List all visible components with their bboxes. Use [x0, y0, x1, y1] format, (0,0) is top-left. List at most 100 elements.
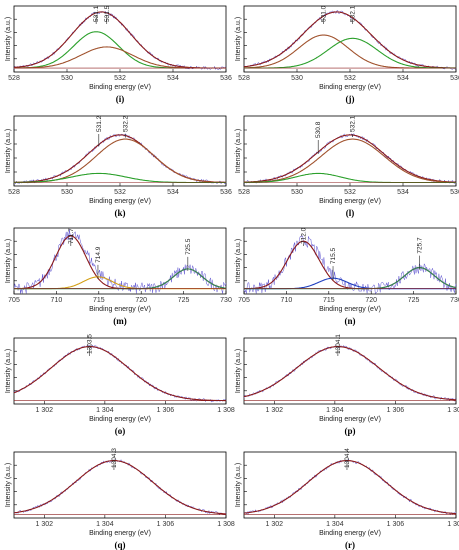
y-axis-label: Intensity (a.u.)	[235, 239, 242, 283]
panel-label: (i)	[116, 94, 125, 104]
x-tick-label: 1 302	[36, 521, 54, 528]
x-tick-label: 1 302	[266, 521, 284, 528]
x-axis-label: Binding energy (eV)	[319, 306, 381, 313]
panel-label: (r)	[345, 540, 355, 550]
x-tick-label: 528	[238, 75, 250, 82]
peak-label: 532.1	[350, 115, 357, 132]
plot-frame	[13, 337, 227, 405]
y-axis-label: Intensity (a.u.)	[5, 349, 12, 393]
x-tick-label: 1 304	[96, 407, 114, 414]
panel-r: 1 302 1 304 1 306 1 308 Binding energy (eV) I…	[235, 448, 459, 550]
envelope-fit-line	[243, 346, 456, 401]
panel-j: 528 530 532 534 536 Binding energy (eV) Intens…	[235, 5, 459, 104]
peak-label: 725.7	[417, 237, 424, 254]
panel-label: (m)	[113, 316, 127, 326]
x-axis-label: Binding energy (eV)	[319, 416, 381, 423]
x-tick-label: 530	[61, 75, 73, 82]
envelope-fit-line	[13, 346, 226, 402]
x-tick-label: 532	[344, 189, 356, 196]
x-tick-label: 1 304	[326, 407, 344, 414]
peak-label: 1304.3	[111, 448, 118, 468]
x-tick-label: 534	[167, 75, 179, 82]
peak-label: 531.2	[96, 115, 103, 132]
peak-label: 531.5	[104, 5, 111, 22]
peak-label: 530.8	[315, 121, 322, 138]
x-axis-label: Binding energy (eV)	[89, 530, 151, 537]
x-tick-label: 1 304	[96, 521, 114, 528]
y-axis-label: Intensity (a.u.)	[235, 17, 242, 61]
panel-n: 705 710 715 720 725 730 Binding energy (eV) Int…	[235, 227, 459, 326]
x-tick-label: 705	[8, 297, 20, 304]
panel-q: 1 302 1 304 1 306 1 308 Binding energy (eV) I…	[5, 448, 235, 550]
x-tick-label: 1 308	[447, 407, 459, 414]
x-tick-label: 536	[450, 189, 459, 196]
x-tick-label: 705	[238, 297, 250, 304]
component-peak-line	[244, 138, 456, 183]
peak-label: 1304.4	[344, 448, 351, 468]
raw-spectrum	[243, 344, 457, 402]
raw-spectrum	[243, 235, 457, 294]
panel-label: (o)	[115, 426, 126, 436]
plot-frame	[243, 337, 457, 405]
x-tick-label: 530	[61, 189, 73, 196]
x-tick-label: 1 308	[217, 521, 235, 528]
x-axis-label: Binding energy (eV)	[89, 198, 151, 205]
y-axis-label: Intensity (a.u.)	[5, 239, 12, 283]
x-tick-label: 534	[397, 75, 409, 82]
x-tick-label: 536	[220, 189, 232, 196]
x-tick-label: 1 306	[387, 521, 405, 528]
component-peak-line	[244, 34, 456, 69]
x-axis-label: Binding energy (eV)	[319, 198, 381, 205]
panel-m: 705 710 715 720 725 730 Binding energy (eV) Int…	[5, 227, 232, 326]
envelope-fit-line	[243, 134, 457, 183]
x-tick-label: 715	[323, 297, 335, 304]
peak-label: 531.0	[321, 5, 328, 22]
x-axis-label: Binding energy (eV)	[319, 530, 381, 537]
peak-label: 1304.1	[335, 334, 342, 354]
plot-frame	[13, 451, 227, 519]
envelope-fit-line	[13, 460, 227, 515]
raw-spectrum	[243, 133, 457, 185]
x-tick-label: 1 306	[157, 407, 175, 414]
x-axis-label: Binding energy (eV)	[319, 84, 381, 91]
peak-label: 532.2	[122, 115, 129, 132]
x-tick-label: 1 306	[157, 521, 175, 528]
panel-k: 528 530 532 534 536 Binding energy (eV) Intens…	[5, 115, 232, 218]
x-tick-label: 725	[408, 297, 420, 304]
y-axis-label: Intensity (a.u.)	[235, 349, 242, 393]
plot-frame	[243, 451, 457, 519]
x-tick-label: 1 304	[326, 521, 344, 528]
x-tick-label: 536	[450, 75, 459, 82]
x-tick-label: 532	[344, 75, 356, 82]
plot-frame	[13, 5, 227, 73]
x-tick-label: 1 308	[447, 521, 459, 528]
raw-spectrum	[13, 10, 227, 70]
plot-frame	[243, 227, 457, 295]
y-axis-label: Intensity (a.u.)	[5, 17, 12, 61]
peak-label: 714.9	[95, 246, 102, 263]
peak-label: 531.1	[93, 5, 100, 22]
panel-label: (q)	[115, 540, 126, 550]
x-tick-label: 532	[114, 75, 126, 82]
peak-label: 715.5	[330, 248, 337, 265]
panel-l: 528 530 532 534 536 Binding energy (eV) Intens…	[235, 115, 459, 218]
x-tick-label: 530	[291, 75, 303, 82]
peak-label: 1303.5	[87, 334, 94, 354]
envelope-fit-line	[14, 134, 226, 183]
x-axis-label: Binding energy (eV)	[89, 306, 151, 313]
x-tick-label: 725	[178, 297, 190, 304]
x-tick-label: 730	[450, 297, 459, 304]
x-tick-label: 528	[238, 189, 250, 196]
panel-label: (n)	[345, 316, 356, 326]
x-tick-label: 532	[114, 189, 126, 196]
y-axis-label: Intensity (a.u.)	[5, 129, 12, 173]
x-tick-label: 730	[220, 297, 232, 304]
y-axis-label: Intensity (a.u.)	[235, 129, 242, 173]
x-tick-label: 1 302	[266, 407, 284, 414]
x-axis-label: Binding energy (eV)	[89, 84, 151, 91]
x-tick-label: 534	[167, 189, 179, 196]
x-tick-label: 720	[135, 297, 147, 304]
panel-i: 528 530 532 534 536 Binding energy (eV) Intens…	[5, 5, 232, 104]
plot-frame	[13, 227, 227, 295]
